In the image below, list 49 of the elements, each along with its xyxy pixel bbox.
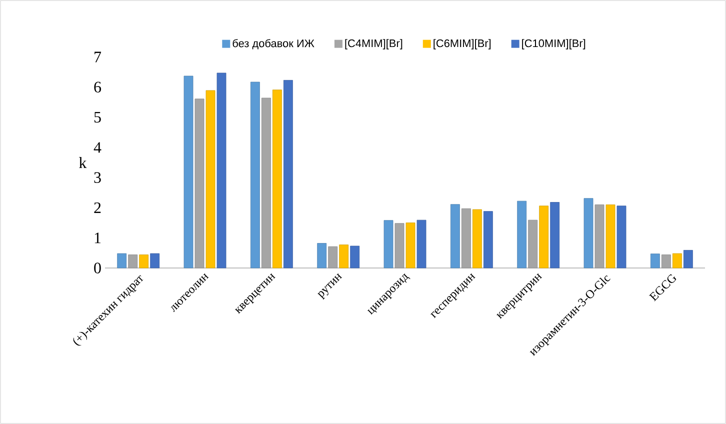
bar [350, 246, 360, 268]
bar [528, 220, 538, 268]
legend-label: [C10MIM][Br] [522, 39, 586, 50]
bar [194, 98, 204, 268]
bar [150, 253, 160, 268]
bar [184, 76, 194, 268]
bar [128, 254, 138, 268]
bar [450, 204, 460, 268]
bar [650, 254, 660, 268]
bar [483, 211, 493, 268]
y-tick-label: 4 [94, 142, 102, 153]
y-axis-title: k [79, 156, 87, 168]
y-tick-label: 2 [94, 202, 101, 213]
y-tick-label: 6 [94, 82, 102, 92]
bar [272, 90, 282, 268]
y-tick-label: 3 [94, 172, 101, 183]
bar [594, 204, 604, 268]
bar [461, 208, 471, 268]
legend-label: [C6MIM][Br] [434, 39, 491, 50]
bar [472, 209, 482, 268]
bar [317, 243, 327, 268]
bar [416, 220, 426, 268]
bar [384, 220, 394, 268]
bar [216, 72, 226, 268]
y-tick-label: 0 [94, 262, 101, 274]
bar [328, 246, 338, 268]
bar [250, 82, 260, 268]
bar [683, 250, 693, 268]
bar [606, 204, 616, 268]
bar [406, 222, 416, 268]
bar [117, 253, 127, 268]
bar [616, 206, 626, 268]
bar [672, 253, 682, 268]
y-tick-label: 7 [94, 52, 102, 62]
bar [550, 202, 560, 268]
bar [517, 200, 527, 268]
bar [206, 90, 216, 268]
bar [261, 98, 271, 268]
bar [584, 198, 594, 268]
bar [661, 254, 671, 268]
bar [283, 80, 293, 268]
bar [139, 254, 149, 268]
y-tick-label: 5 [94, 112, 101, 123]
bar [539, 206, 549, 268]
legend-label: без добавок ИЖ [232, 39, 314, 50]
legend-label: [C4MIM][Br] [345, 39, 402, 50]
bar [394, 223, 404, 268]
bar [339, 244, 349, 268]
y-tick-label: 1 [94, 232, 101, 244]
